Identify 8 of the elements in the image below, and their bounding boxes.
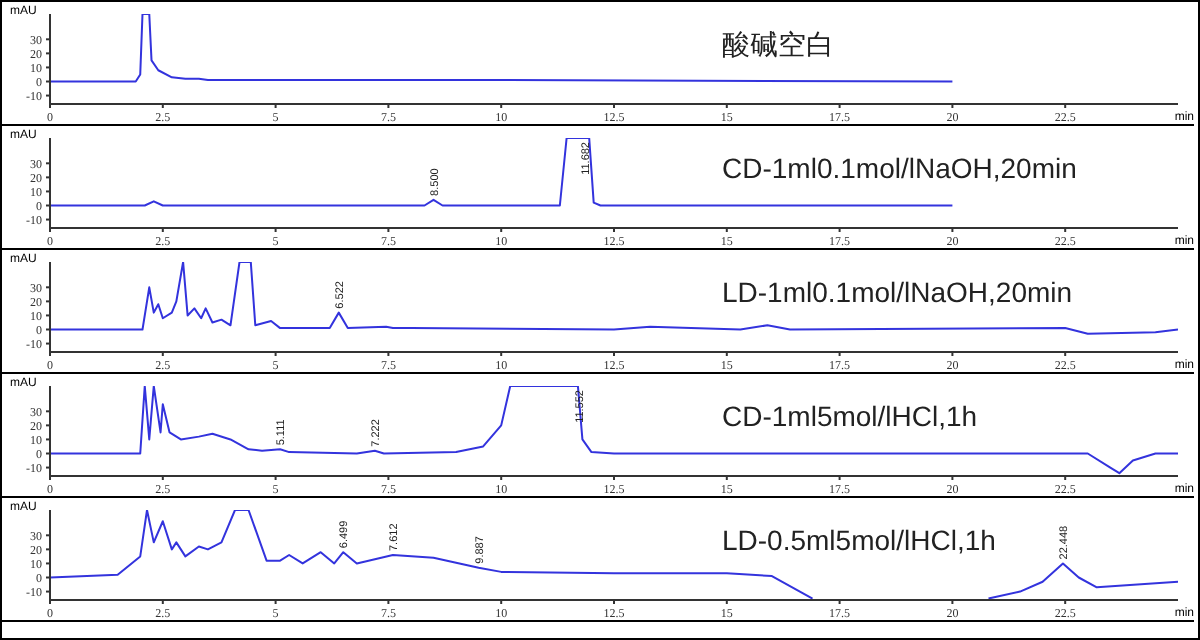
text: CD-1ml5mol/lHCl,1h: [722, 400, 978, 432]
text: LD-1ml0.1mol/lNaOH,20min: [722, 276, 1073, 308]
line-series: [50, 262, 1178, 335]
text: 酸碱空白: [722, 28, 834, 64]
line-series: [50, 386, 1178, 475]
text: CD-1ml0.1mol/lNaOH,20min: [722, 152, 1077, 184]
text: LD-0.5ml5mol/lHCl,1h: [722, 524, 996, 556]
line-series: [50, 14, 954, 83]
